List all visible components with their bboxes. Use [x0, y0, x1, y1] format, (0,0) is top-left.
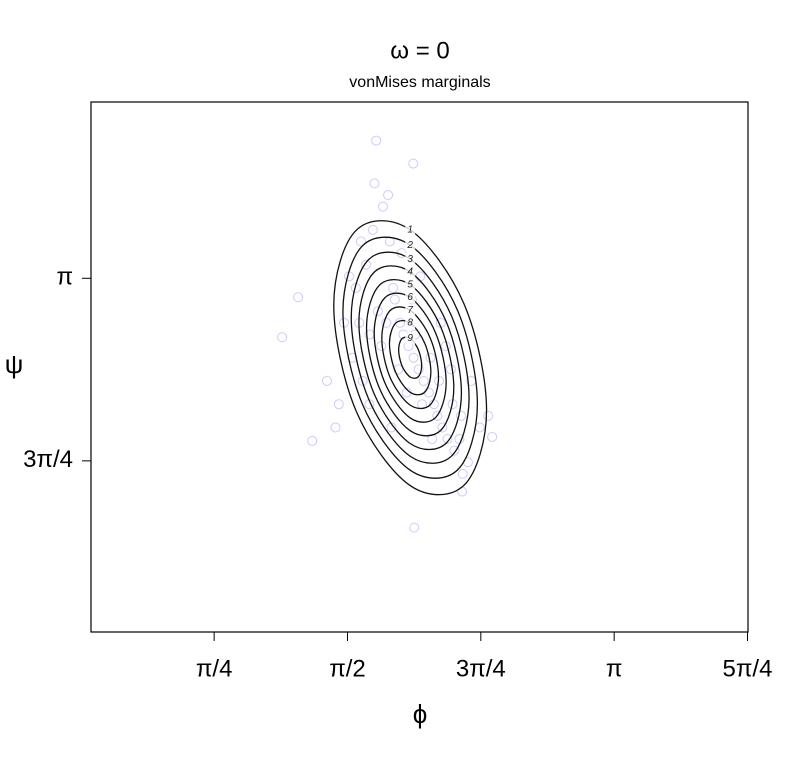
scatter-point	[408, 352, 419, 363]
scatter-point	[415, 271, 426, 282]
scatter-point	[437, 422, 448, 433]
scatter-point	[388, 282, 399, 293]
contour-label-bg	[405, 265, 416, 278]
contour-label-bg	[405, 253, 416, 266]
contour-label-bg	[405, 223, 416, 236]
scatter-point	[361, 259, 372, 270]
x-tick-label: 5π/4	[723, 655, 773, 682]
scatter-point	[474, 422, 485, 433]
contour-label: 1	[407, 224, 413, 235]
plot-frame	[90, 101, 749, 633]
contour-label: 8	[407, 318, 413, 329]
scatter-point	[357, 375, 368, 386]
contour-label: 5	[407, 279, 413, 290]
contour-label: 6	[407, 292, 413, 303]
scatter-point	[483, 410, 494, 421]
scatter-point	[457, 468, 468, 479]
contour-line	[358, 265, 463, 451]
scatter-point	[442, 434, 453, 445]
contour-line	[397, 336, 423, 379]
scatter-point	[381, 317, 392, 328]
scatter-point	[408, 158, 419, 169]
contour-label: 2	[406, 240, 413, 251]
contour-line	[373, 292, 447, 423]
scatter-point	[389, 294, 400, 305]
scatter-point	[418, 375, 429, 386]
scatter-point	[333, 399, 344, 410]
x-tick-label: 3π/4	[456, 655, 506, 682]
contour-label: 3	[407, 254, 413, 265]
contour-line	[342, 236, 479, 479]
contour-line	[381, 306, 440, 410]
x-tick-label: π	[606, 655, 623, 682]
scatter-point	[449, 445, 460, 456]
scatter-point	[372, 306, 383, 317]
scatter-point	[330, 422, 341, 433]
x-tick-label: π/2	[329, 655, 366, 682]
chart-title: ω = 0	[390, 37, 449, 64]
y-tick-label: 3π/4	[23, 446, 73, 473]
contour-line	[365, 278, 455, 437]
scatter-point	[307, 435, 318, 446]
scatter-point	[376, 341, 387, 352]
contour-label: 4	[407, 267, 413, 278]
contour-label: 9	[407, 333, 413, 344]
contour-line	[333, 220, 488, 496]
scatter-point	[378, 201, 388, 212]
contour-label-bg	[405, 317, 416, 330]
contour-line	[388, 320, 432, 396]
scatter-point	[321, 375, 332, 386]
x-tick-label: π/4	[196, 655, 233, 682]
scatter-point	[383, 189, 394, 200]
scatter-point	[369, 178, 380, 189]
scatter-point	[355, 236, 366, 247]
scatter-point	[432, 410, 443, 421]
scatter-point	[371, 135, 382, 146]
scatter-point	[456, 410, 467, 421]
scatter-point	[409, 522, 420, 533]
chart-subtitle: vonMises marginals	[349, 74, 490, 91]
contour-label-bg	[405, 239, 416, 252]
scatter-point	[293, 292, 304, 303]
scatter-point	[487, 431, 498, 442]
scatter-point	[445, 364, 456, 375]
contour-label: 7	[407, 305, 413, 316]
x-axis-label: ϕ	[413, 699, 428, 729]
scatter-point	[423, 387, 434, 398]
contour-label-bg	[405, 304, 416, 317]
contour-label-bg	[405, 332, 416, 345]
scatter-point	[277, 332, 288, 343]
scatter-point	[367, 224, 378, 235]
contour-line	[350, 251, 470, 464]
y-tick-label: π	[56, 264, 73, 291]
y-axis-label: ψ	[5, 349, 24, 379]
contour-label-bg	[405, 278, 416, 291]
contour-label-bg	[405, 291, 416, 304]
scatter-point	[457, 486, 468, 497]
scatter-point	[413, 364, 424, 375]
